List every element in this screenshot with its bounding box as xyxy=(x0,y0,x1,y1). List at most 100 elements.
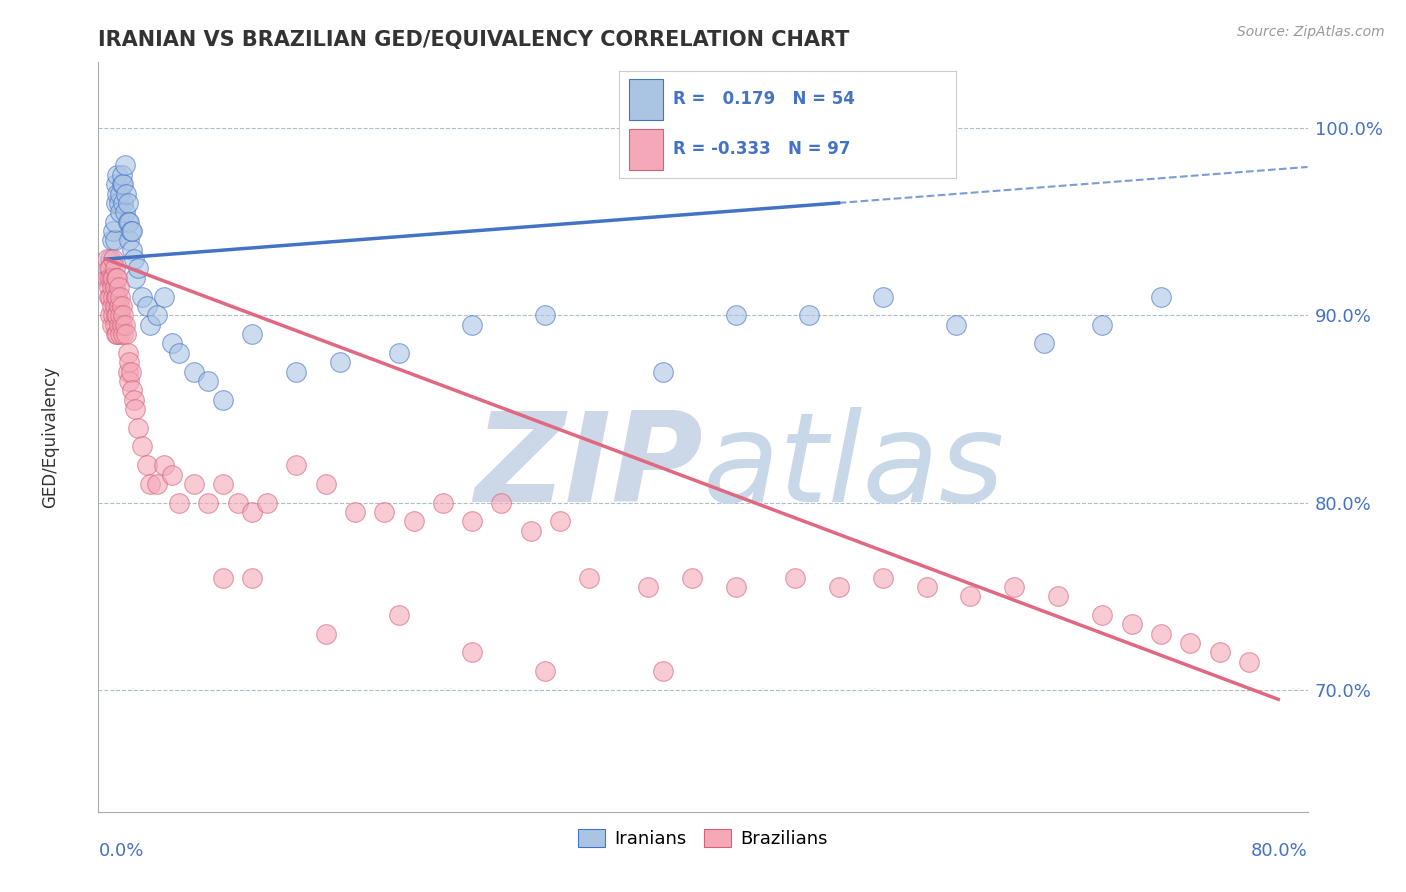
Point xyxy=(915,580,938,594)
Point xyxy=(101,224,124,238)
Point xyxy=(114,158,136,172)
Point xyxy=(111,299,134,313)
Point xyxy=(1150,289,1173,303)
Point xyxy=(98,252,121,266)
Text: 0.0%: 0.0% xyxy=(98,842,143,860)
Point xyxy=(432,496,454,510)
Point xyxy=(578,571,600,585)
Point xyxy=(138,318,160,332)
Point xyxy=(167,346,190,360)
Point xyxy=(103,215,125,229)
Point xyxy=(100,318,122,332)
Point xyxy=(315,476,337,491)
Point xyxy=(212,571,235,585)
Point xyxy=(110,308,132,322)
Point xyxy=(108,196,131,211)
Point xyxy=(131,289,153,303)
Point xyxy=(111,318,134,332)
Point xyxy=(1121,617,1143,632)
Point xyxy=(212,476,235,491)
Point xyxy=(98,271,121,285)
Point xyxy=(461,514,484,528)
Point xyxy=(799,308,821,322)
Point xyxy=(96,252,118,266)
Point xyxy=(637,580,659,594)
Point xyxy=(100,233,122,247)
Point xyxy=(1150,627,1173,641)
Point xyxy=(115,327,138,342)
Point xyxy=(135,458,157,473)
Point xyxy=(110,327,132,342)
Point xyxy=(1047,590,1070,604)
Point xyxy=(343,505,366,519)
Point xyxy=(103,318,125,332)
Point xyxy=(131,440,153,454)
Text: 80.0%: 80.0% xyxy=(1251,842,1308,860)
Point xyxy=(127,261,149,276)
Point xyxy=(103,299,125,313)
Point xyxy=(226,496,249,510)
Point xyxy=(388,346,411,360)
Point xyxy=(240,571,263,585)
Point xyxy=(167,496,190,510)
Point xyxy=(461,646,484,660)
Point xyxy=(107,186,129,201)
Point xyxy=(101,308,124,322)
Point xyxy=(107,289,129,303)
Point xyxy=(105,308,128,322)
Point xyxy=(651,365,673,379)
Point xyxy=(98,308,121,322)
Point xyxy=(872,289,894,303)
Point xyxy=(97,289,120,303)
Point xyxy=(1032,336,1054,351)
Point xyxy=(146,308,169,322)
Point xyxy=(1237,655,1260,669)
Text: Source: ZipAtlas.com: Source: ZipAtlas.com xyxy=(1237,25,1385,39)
Point xyxy=(114,205,136,219)
Point xyxy=(101,289,124,303)
Point xyxy=(98,289,121,303)
Point xyxy=(138,476,160,491)
Point xyxy=(100,280,122,294)
Point xyxy=(114,318,136,332)
Point xyxy=(118,355,141,369)
Point xyxy=(103,261,125,276)
Point xyxy=(256,496,278,510)
Point xyxy=(183,365,205,379)
Point xyxy=(112,196,135,211)
Point xyxy=(115,186,138,201)
Point xyxy=(285,458,308,473)
Point xyxy=(97,280,120,294)
Point xyxy=(520,524,543,538)
Point xyxy=(100,299,122,313)
Point xyxy=(120,365,142,379)
Point xyxy=(373,505,395,519)
Point xyxy=(183,476,205,491)
Point xyxy=(117,196,139,211)
Point xyxy=(118,233,141,247)
Point xyxy=(945,318,967,332)
Point xyxy=(107,327,129,342)
Point xyxy=(105,178,128,192)
Point xyxy=(534,665,557,679)
Point xyxy=(127,421,149,435)
Point xyxy=(388,608,411,623)
Text: R = -0.333   N = 97: R = -0.333 N = 97 xyxy=(672,141,851,159)
Point xyxy=(112,327,135,342)
Point xyxy=(122,252,145,266)
Point xyxy=(285,365,308,379)
Point xyxy=(117,215,139,229)
Point xyxy=(105,196,128,211)
Bar xyxy=(628,129,662,169)
Point xyxy=(97,271,120,285)
Point xyxy=(122,392,145,407)
Point xyxy=(103,233,125,247)
Point xyxy=(105,327,128,342)
Point xyxy=(548,514,571,528)
Point xyxy=(110,186,132,201)
Point xyxy=(315,627,337,641)
Point xyxy=(240,327,263,342)
Point xyxy=(108,299,131,313)
Point xyxy=(103,280,125,294)
Legend: Iranians, Brazilians: Iranians, Brazilians xyxy=(571,822,835,855)
